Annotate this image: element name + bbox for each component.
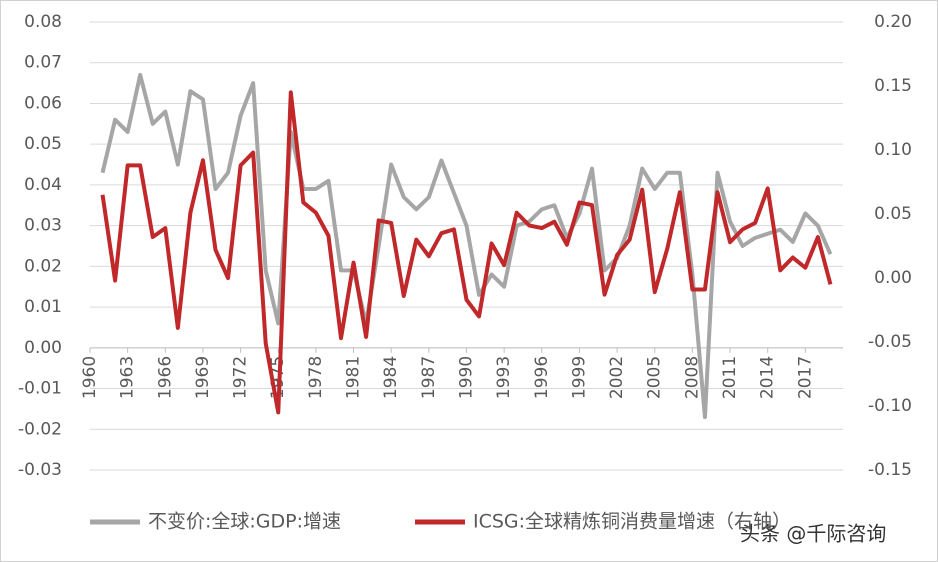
y2-tick-label: -0.05 <box>868 332 912 352</box>
y-tick-label: 0.08 <box>24 12 62 32</box>
x-tick-label: 2002 <box>607 356 627 399</box>
x-tick-label: 1996 <box>532 356 552 399</box>
y2-tick-label: -0.10 <box>868 396 912 416</box>
x-tick-label: 1987 <box>419 356 439 399</box>
x-tick-label: 1960 <box>80 356 100 399</box>
watermark: 头条 @千际咨询 <box>740 522 886 546</box>
y2-tick-label: 0.20 <box>874 12 912 32</box>
x-tick-label: 1993 <box>494 356 514 399</box>
y-tick-label: 0.01 <box>24 297 62 317</box>
y-tick-label: -0.01 <box>18 379 62 399</box>
y2-tick-label: 0.05 <box>874 204 912 224</box>
x-tick-label: 1981 <box>344 356 364 399</box>
x-tick-label: 2008 <box>682 356 702 399</box>
x-tick-label: 1984 <box>381 356 401 399</box>
x-tick-label: 1990 <box>457 356 477 399</box>
legend-label: ICSG:全球精炼铜消费量增速（右轴） <box>473 511 791 533</box>
y-tick-label: 0.04 <box>24 175 62 195</box>
y-tick-label: 0.05 <box>24 134 62 154</box>
x-tick-label: 1969 <box>193 356 213 399</box>
x-tick-label: 2017 <box>795 356 815 399</box>
y-tick-label: -0.02 <box>18 419 62 439</box>
y-tick-label: 0.03 <box>24 216 62 236</box>
y-tick-label: 0.07 <box>24 53 62 73</box>
x-tick-label: 2005 <box>645 356 665 399</box>
y-tick-label: -0.03 <box>18 460 62 480</box>
y2-tick-label: 0.00 <box>874 268 912 288</box>
y2-tick-label: 0.15 <box>874 76 912 96</box>
x-tick-label: 1978 <box>306 356 326 399</box>
x-tick-label: 1999 <box>569 356 589 399</box>
y-tick-label: 0.06 <box>24 93 62 113</box>
y-tick-label: 0.02 <box>24 256 62 276</box>
x-tick-label: 2014 <box>758 356 778 399</box>
y-tick-label: 0.00 <box>24 338 62 358</box>
y2-tick-label: 0.10 <box>874 140 912 160</box>
x-tick-label: 1963 <box>118 356 138 399</box>
series-line <box>100 90 833 415</box>
x-tick-label: 1972 <box>231 356 251 399</box>
x-tick-label: 2011 <box>720 356 740 399</box>
y2-tick-label: -0.15 <box>868 460 912 480</box>
x-tick-label: 1966 <box>155 356 175 399</box>
legend-label: 不变价:全球:GDP:增速 <box>148 511 341 533</box>
series-line <box>100 72 833 420</box>
